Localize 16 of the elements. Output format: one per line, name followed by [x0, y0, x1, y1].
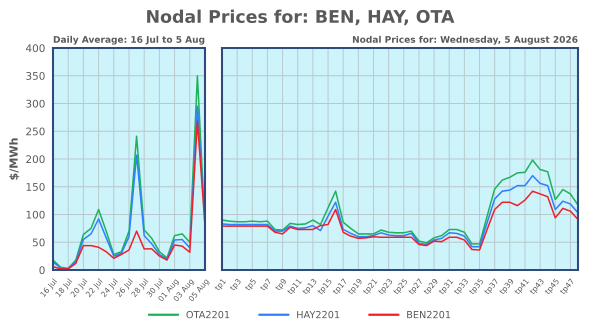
y-tick-label: 200 [26, 155, 45, 164]
chart-title: Nodal Prices for: Wednesday, 5 August 2026 [352, 36, 578, 45]
y-tick-label: 300 [26, 100, 45, 108]
legend-label: HAY2201 [297, 310, 340, 318]
y-axis-title: $/MWh [9, 138, 20, 180]
y-tick-label: 400 [26, 44, 45, 52]
legend-label: OTA2201 [186, 310, 230, 318]
text: Nodal Prices for: BEN, HAY, OTA [147, 10, 454, 26]
y-tick-label: 250 [26, 127, 45, 136]
y-tick-label: 100 [26, 210, 45, 219]
y-tick-label: 50 [32, 238, 45, 246]
y-tick-label: 350 [26, 72, 45, 80]
legend-label: BEN2201 [407, 310, 450, 318]
chart-subtitle: Daily Average: 16 Jul to 5 Aug [54, 36, 204, 45]
y-tick-label: 0 [39, 266, 45, 274]
y-tick-label: 150 [26, 182, 45, 191]
